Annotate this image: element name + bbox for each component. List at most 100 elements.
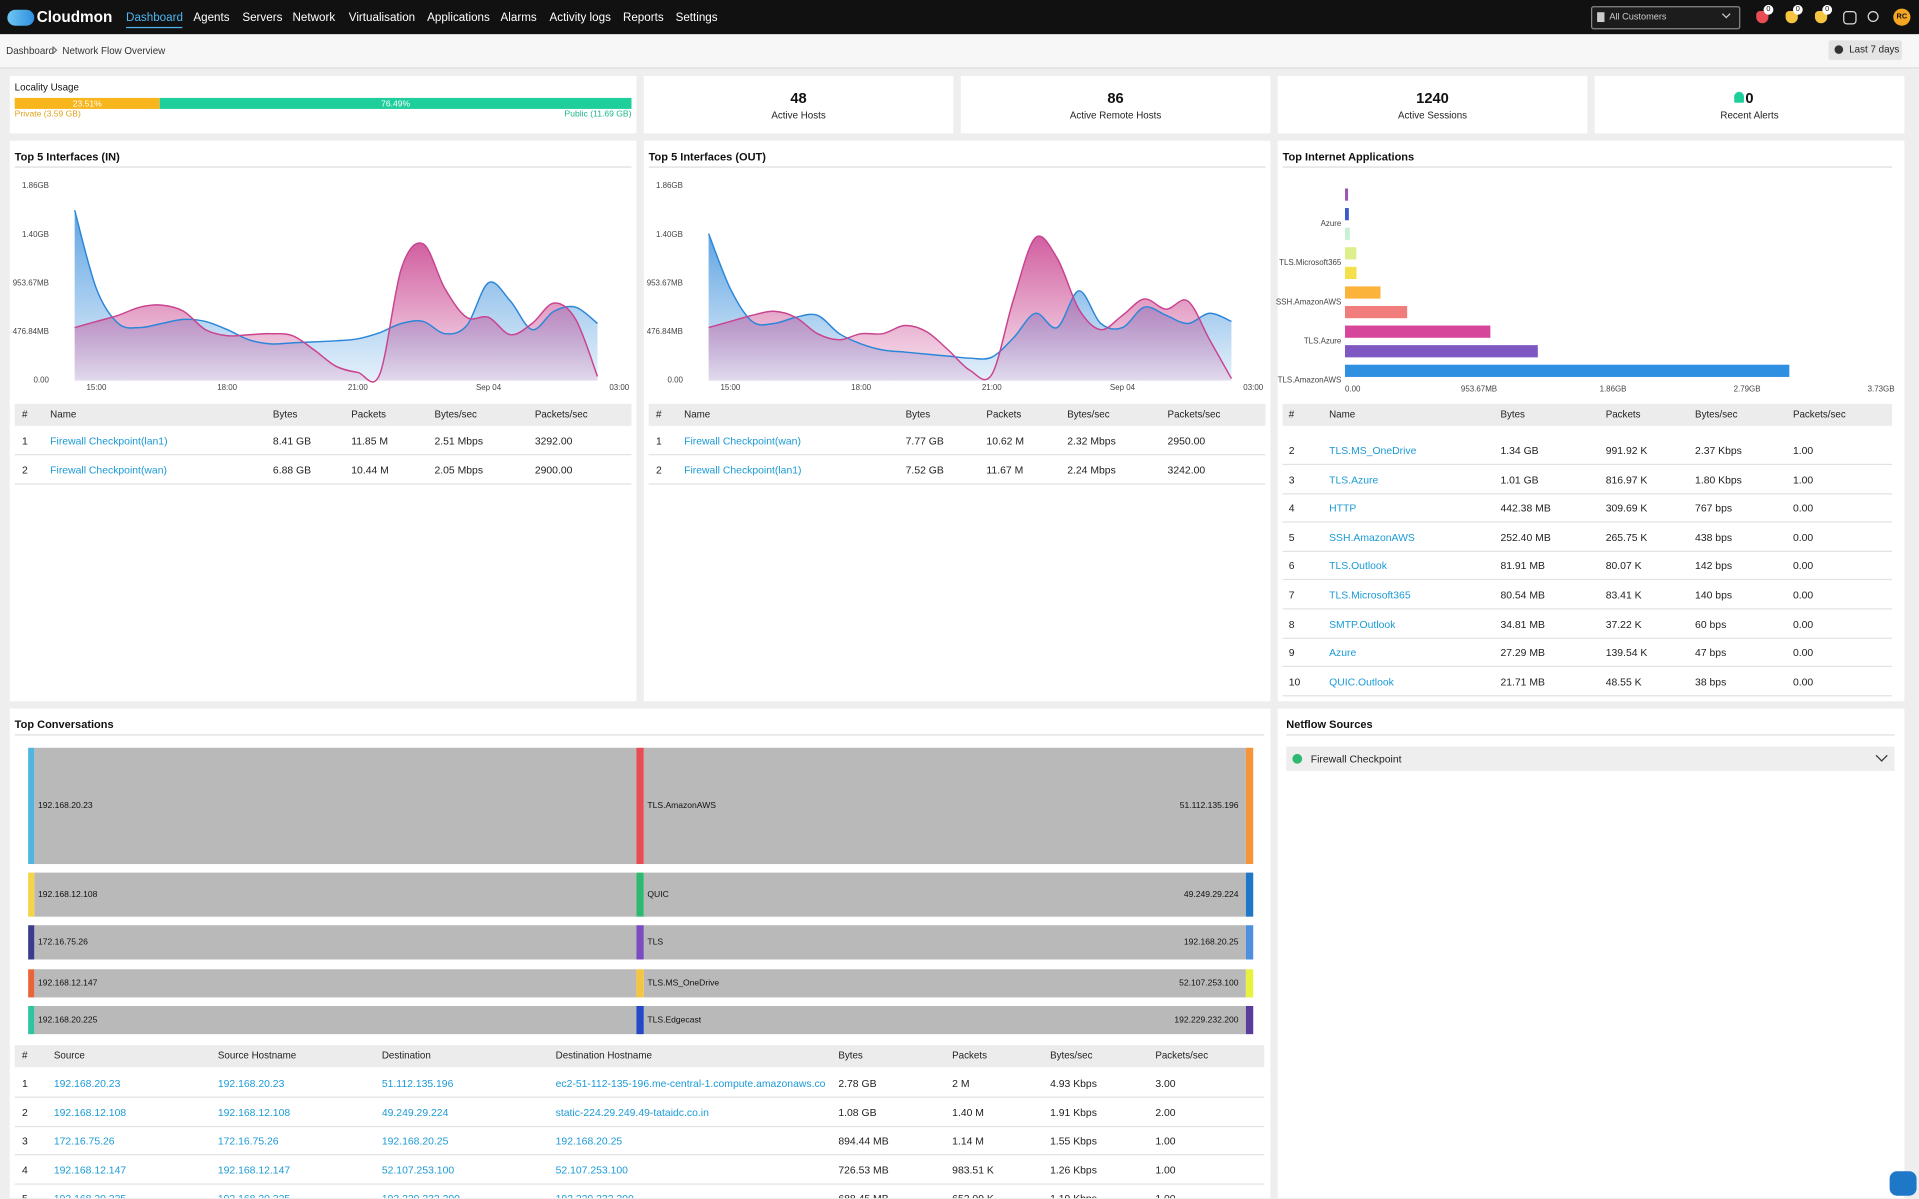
stat-label: Active Hosts bbox=[771, 110, 826, 122]
title-rule bbox=[14, 166, 632, 168]
panel-title: Top Conversations bbox=[14, 718, 114, 731]
chat-button[interactable] bbox=[1889, 1171, 1917, 1196]
row-rule bbox=[14, 1183, 1265, 1185]
table-header bbox=[14, 403, 632, 426]
table-header bbox=[648, 403, 1266, 426]
cell: 1.08 GB bbox=[838, 1106, 877, 1119]
link[interactable]: 172.16.75.26 bbox=[53, 1134, 115, 1147]
nav-item[interactable]: Applications bbox=[427, 11, 490, 25]
link[interactable]: HTTP bbox=[1329, 502, 1357, 515]
cell: 1 bbox=[655, 434, 662, 447]
link[interactable]: 192.168.20.225 bbox=[217, 1192, 291, 1199]
column-header: Packets bbox=[986, 408, 1022, 420]
accordion[interactable] bbox=[1286, 746, 1895, 772]
stat-value: 0 bbox=[1745, 89, 1754, 107]
cell: 1.14 M bbox=[952, 1134, 984, 1147]
cell: 0.00 bbox=[1792, 588, 1814, 601]
link[interactable]: 192.168.20.23 bbox=[217, 1076, 285, 1090]
link[interactable]: 192.229.232.200 bbox=[555, 1192, 634, 1199]
link[interactable]: SMTP.Outlook bbox=[1329, 617, 1396, 630]
clock-icon bbox=[1834, 45, 1844, 54]
cell: 60 bps bbox=[1695, 617, 1727, 630]
link[interactable]: 192.229.232.200 bbox=[381, 1192, 460, 1199]
link[interactable]: TLS.MS_OneDrive bbox=[1329, 444, 1417, 457]
cell: 1.55 Kbps bbox=[1050, 1134, 1097, 1147]
cell: 2.32 Mbps bbox=[1067, 434, 1116, 447]
search-icon[interactable] bbox=[1867, 11, 1879, 23]
cell: 991.92 K bbox=[1605, 444, 1648, 457]
link[interactable]: 192.168.12.147 bbox=[53, 1163, 127, 1177]
cell: 48.55 K bbox=[1605, 675, 1642, 688]
cell: 38 bps bbox=[1695, 675, 1727, 688]
link[interactable]: Firewall Checkpoint(wan) bbox=[50, 463, 167, 477]
nav-item[interactable]: Network bbox=[292, 11, 336, 25]
row-rule bbox=[14, 454, 632, 456]
link[interactable]: TLS.Azure bbox=[1329, 473, 1379, 486]
link[interactable]: 192.168.20.225 bbox=[53, 1192, 127, 1199]
cell: 7 bbox=[1288, 588, 1295, 601]
row-rule bbox=[1282, 579, 1893, 581]
cell: 5 bbox=[22, 1192, 28, 1199]
row-rule bbox=[648, 483, 1266, 485]
row-rule bbox=[648, 454, 1266, 456]
nav-item[interactable]: Settings bbox=[675, 11, 718, 25]
nav-item[interactable]: Activity logs bbox=[549, 11, 611, 25]
row-rule bbox=[1282, 463, 1893, 466]
link[interactable]: static-224.29.249.49-tataidc.co.in bbox=[555, 1106, 709, 1119]
nav-item[interactable]: Dashboard bbox=[126, 11, 183, 29]
nav-item[interactable]: Servers bbox=[242, 11, 283, 25]
link[interactable]: SSH.AmazonAWS bbox=[1329, 530, 1415, 544]
settings-icon[interactable] bbox=[1843, 11, 1857, 25]
cell: 4 bbox=[22, 1163, 28, 1177]
panel bbox=[960, 75, 1271, 134]
cell: 11.85 M bbox=[351, 434, 389, 447]
link[interactable]: 192.168.20.23 bbox=[53, 1076, 121, 1090]
link[interactable]: Firewall Checkpoint(lan1) bbox=[50, 434, 168, 447]
link[interactable]: 192.168.20.25 bbox=[381, 1134, 449, 1147]
private-label: Private (3.59 GB) bbox=[14, 110, 81, 119]
bell-icon bbox=[1734, 91, 1744, 103]
link[interactable]: 49.249.29.224 bbox=[381, 1106, 449, 1119]
link[interactable]: 192.168.12.108 bbox=[217, 1106, 291, 1119]
link[interactable]: Azure bbox=[1329, 646, 1357, 659]
link[interactable]: TLS.Microsoft365 bbox=[1329, 588, 1411, 601]
brand: Cloudmon bbox=[36, 8, 113, 26]
nav-item[interactable]: Agents bbox=[193, 11, 230, 25]
cell: 7.77 GB bbox=[905, 434, 944, 447]
cell: 816.97 K bbox=[1605, 473, 1648, 486]
nav-item[interactable]: Reports bbox=[622, 11, 664, 25]
link[interactable]: ec2-51-112-135-196.me-central-1.compute.… bbox=[555, 1076, 826, 1090]
link[interactable]: QUIC.Outlook bbox=[1329, 675, 1394, 688]
link[interactable]: 52.107.253.100 bbox=[555, 1163, 628, 1177]
customer-text: All Customers bbox=[1609, 11, 1667, 23]
cell: 442.38 MB bbox=[1500, 502, 1551, 515]
cell: 2 M bbox=[952, 1076, 970, 1090]
link[interactable]: 192.168.12.108 bbox=[53, 1106, 127, 1119]
breadcrumb-current: Network Flow Overview bbox=[62, 45, 166, 57]
column-header: Destination bbox=[381, 1050, 431, 1062]
cell: 7.52 GB bbox=[905, 463, 944, 477]
customer-select[interactable] bbox=[1591, 6, 1741, 30]
row-rule bbox=[1282, 637, 1893, 639]
panel bbox=[1277, 708, 1905, 1199]
avatar[interactable]: RC bbox=[1893, 8, 1911, 26]
badge: 0 bbox=[1763, 4, 1774, 15]
link[interactable]: 51.112.135.196 bbox=[381, 1076, 454, 1090]
column-header: Bytes/sec bbox=[1050, 1050, 1093, 1062]
cell: 3.00 bbox=[1155, 1076, 1176, 1090]
range-button[interactable] bbox=[1828, 40, 1902, 60]
link[interactable]: 192.168.12.147 bbox=[217, 1163, 291, 1177]
column-header: Name bbox=[684, 408, 711, 420]
nav-item[interactable]: Virtualisation bbox=[348, 11, 416, 25]
breadcrumb-link[interactable]: Dashboard bbox=[6, 45, 55, 57]
stat-label: Recent Alerts bbox=[1720, 110, 1779, 122]
link[interactable]: Firewall Checkpoint(lan1) bbox=[684, 463, 802, 477]
nav-item[interactable]: Alarms bbox=[500, 11, 537, 25]
link[interactable]: TLS.Outlook bbox=[1329, 559, 1387, 573]
column-header: Bytes bbox=[1500, 408, 1525, 420]
link[interactable]: 192.168.20.25 bbox=[555, 1134, 623, 1147]
link[interactable]: 52.107.253.100 bbox=[381, 1163, 455, 1177]
panel-title: Top Internet Applications bbox=[1282, 150, 1415, 163]
link[interactable]: 172.16.75.26 bbox=[217, 1134, 279, 1147]
link[interactable]: Firewall Checkpoint(wan) bbox=[684, 434, 801, 447]
